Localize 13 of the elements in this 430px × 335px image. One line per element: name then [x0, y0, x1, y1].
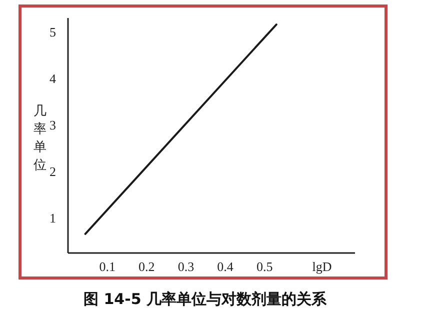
text: 图 14-5 几率单位与对数剂量的关系 [84, 290, 328, 308]
y-tick-label: 1 [50, 210, 56, 226]
y-tick-label: 4 [50, 71, 56, 86]
y-tick-label: 5 [50, 24, 56, 40]
x-tick-label: 0.5 [256, 259, 273, 274]
y-tick-label: 3 [50, 118, 56, 133]
x-tick-label: 0.4 [217, 259, 234, 274]
x-tick-label: 0.2 [138, 259, 155, 274]
x-axis-title: lgD [312, 259, 332, 274]
y-tick-label: 2 [50, 164, 56, 180]
x-tick-label: 0.1 [99, 259, 116, 274]
y-axis-title: 几率单位 [34, 104, 46, 173]
x-tick-label: 0.3 [178, 259, 194, 274]
